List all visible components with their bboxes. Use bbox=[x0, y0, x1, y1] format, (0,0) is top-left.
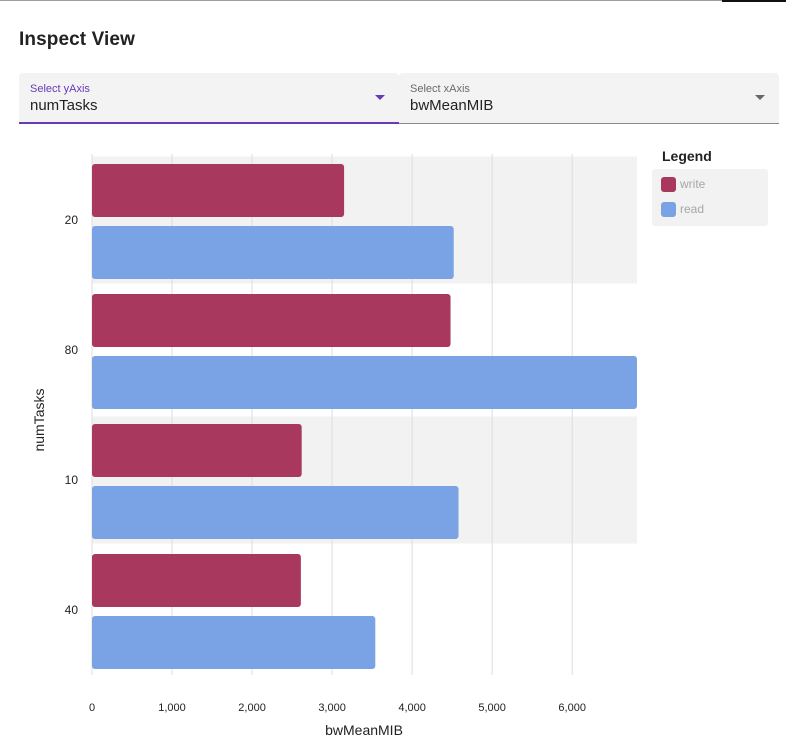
y-tick-label: 10 bbox=[65, 473, 79, 487]
x-axis-select[interactable]: Select xAxis bwMeanMIB bbox=[399, 73, 779, 124]
bar-read-20[interactable] bbox=[92, 226, 454, 279]
x-axis-title: bwMeanMIB bbox=[325, 722, 403, 738]
y-axis-select-value: numTasks bbox=[30, 97, 98, 114]
dropdown-arrow-icon bbox=[755, 95, 765, 100]
legend-swatch-read bbox=[661, 202, 676, 217]
bar-read-80[interactable] bbox=[92, 356, 637, 409]
y-axis-title: numTasks bbox=[31, 388, 47, 451]
top-divider-accent bbox=[722, 0, 786, 2]
y-axis-select[interactable]: Select yAxis numTasks bbox=[19, 73, 399, 124]
dropdown-arrow-icon bbox=[375, 95, 385, 100]
x-tick-label: 0 bbox=[89, 702, 95, 714]
x-axis-select-value: bwMeanMIB bbox=[410, 97, 494, 114]
bar-write-40[interactable] bbox=[92, 554, 301, 607]
bars bbox=[92, 164, 637, 669]
legend: write read bbox=[652, 169, 768, 226]
x-tick-label: 3,000 bbox=[318, 702, 346, 714]
x-tick-labels: 0 1,000 2,000 3,000 4,000 5,000 6,000 bbox=[89, 702, 586, 714]
y-tick-label: 20 bbox=[65, 213, 79, 227]
x-tick-label: 5,000 bbox=[478, 702, 506, 714]
x-tick-label: 4,000 bbox=[398, 702, 426, 714]
y-axis-select-label: Select yAxis bbox=[30, 83, 90, 95]
y-tick-label: 40 bbox=[65, 603, 79, 617]
bar-write-20[interactable] bbox=[92, 164, 345, 217]
bar-read-10[interactable] bbox=[92, 486, 459, 539]
x-tick-label: 6,000 bbox=[558, 702, 586, 714]
legend-label-read: read bbox=[680, 202, 705, 216]
bar-write-10[interactable] bbox=[92, 424, 302, 477]
top-divider bbox=[0, 0, 786, 1]
legend-swatch-write bbox=[661, 177, 676, 192]
x-axis-select-label: Select xAxis bbox=[410, 83, 470, 95]
bar-chart: 20 80 10 40 0 1,000 2,000 3,000 4,000 5,000 6,000… bbox=[31, 154, 637, 738]
bar-write-80[interactable] bbox=[92, 294, 451, 347]
x-tick-label: 2,000 bbox=[238, 702, 266, 714]
bar-read-40[interactable] bbox=[92, 616, 376, 669]
y-tick-labels: 20 80 10 40 bbox=[65, 213, 79, 617]
y-tick-label: 80 bbox=[65, 343, 79, 357]
x-tick-label: 1,000 bbox=[158, 702, 186, 714]
legend-title: Legend bbox=[662, 148, 712, 164]
page-title: Inspect View bbox=[19, 29, 135, 50]
legend-label-write: write bbox=[680, 177, 706, 191]
